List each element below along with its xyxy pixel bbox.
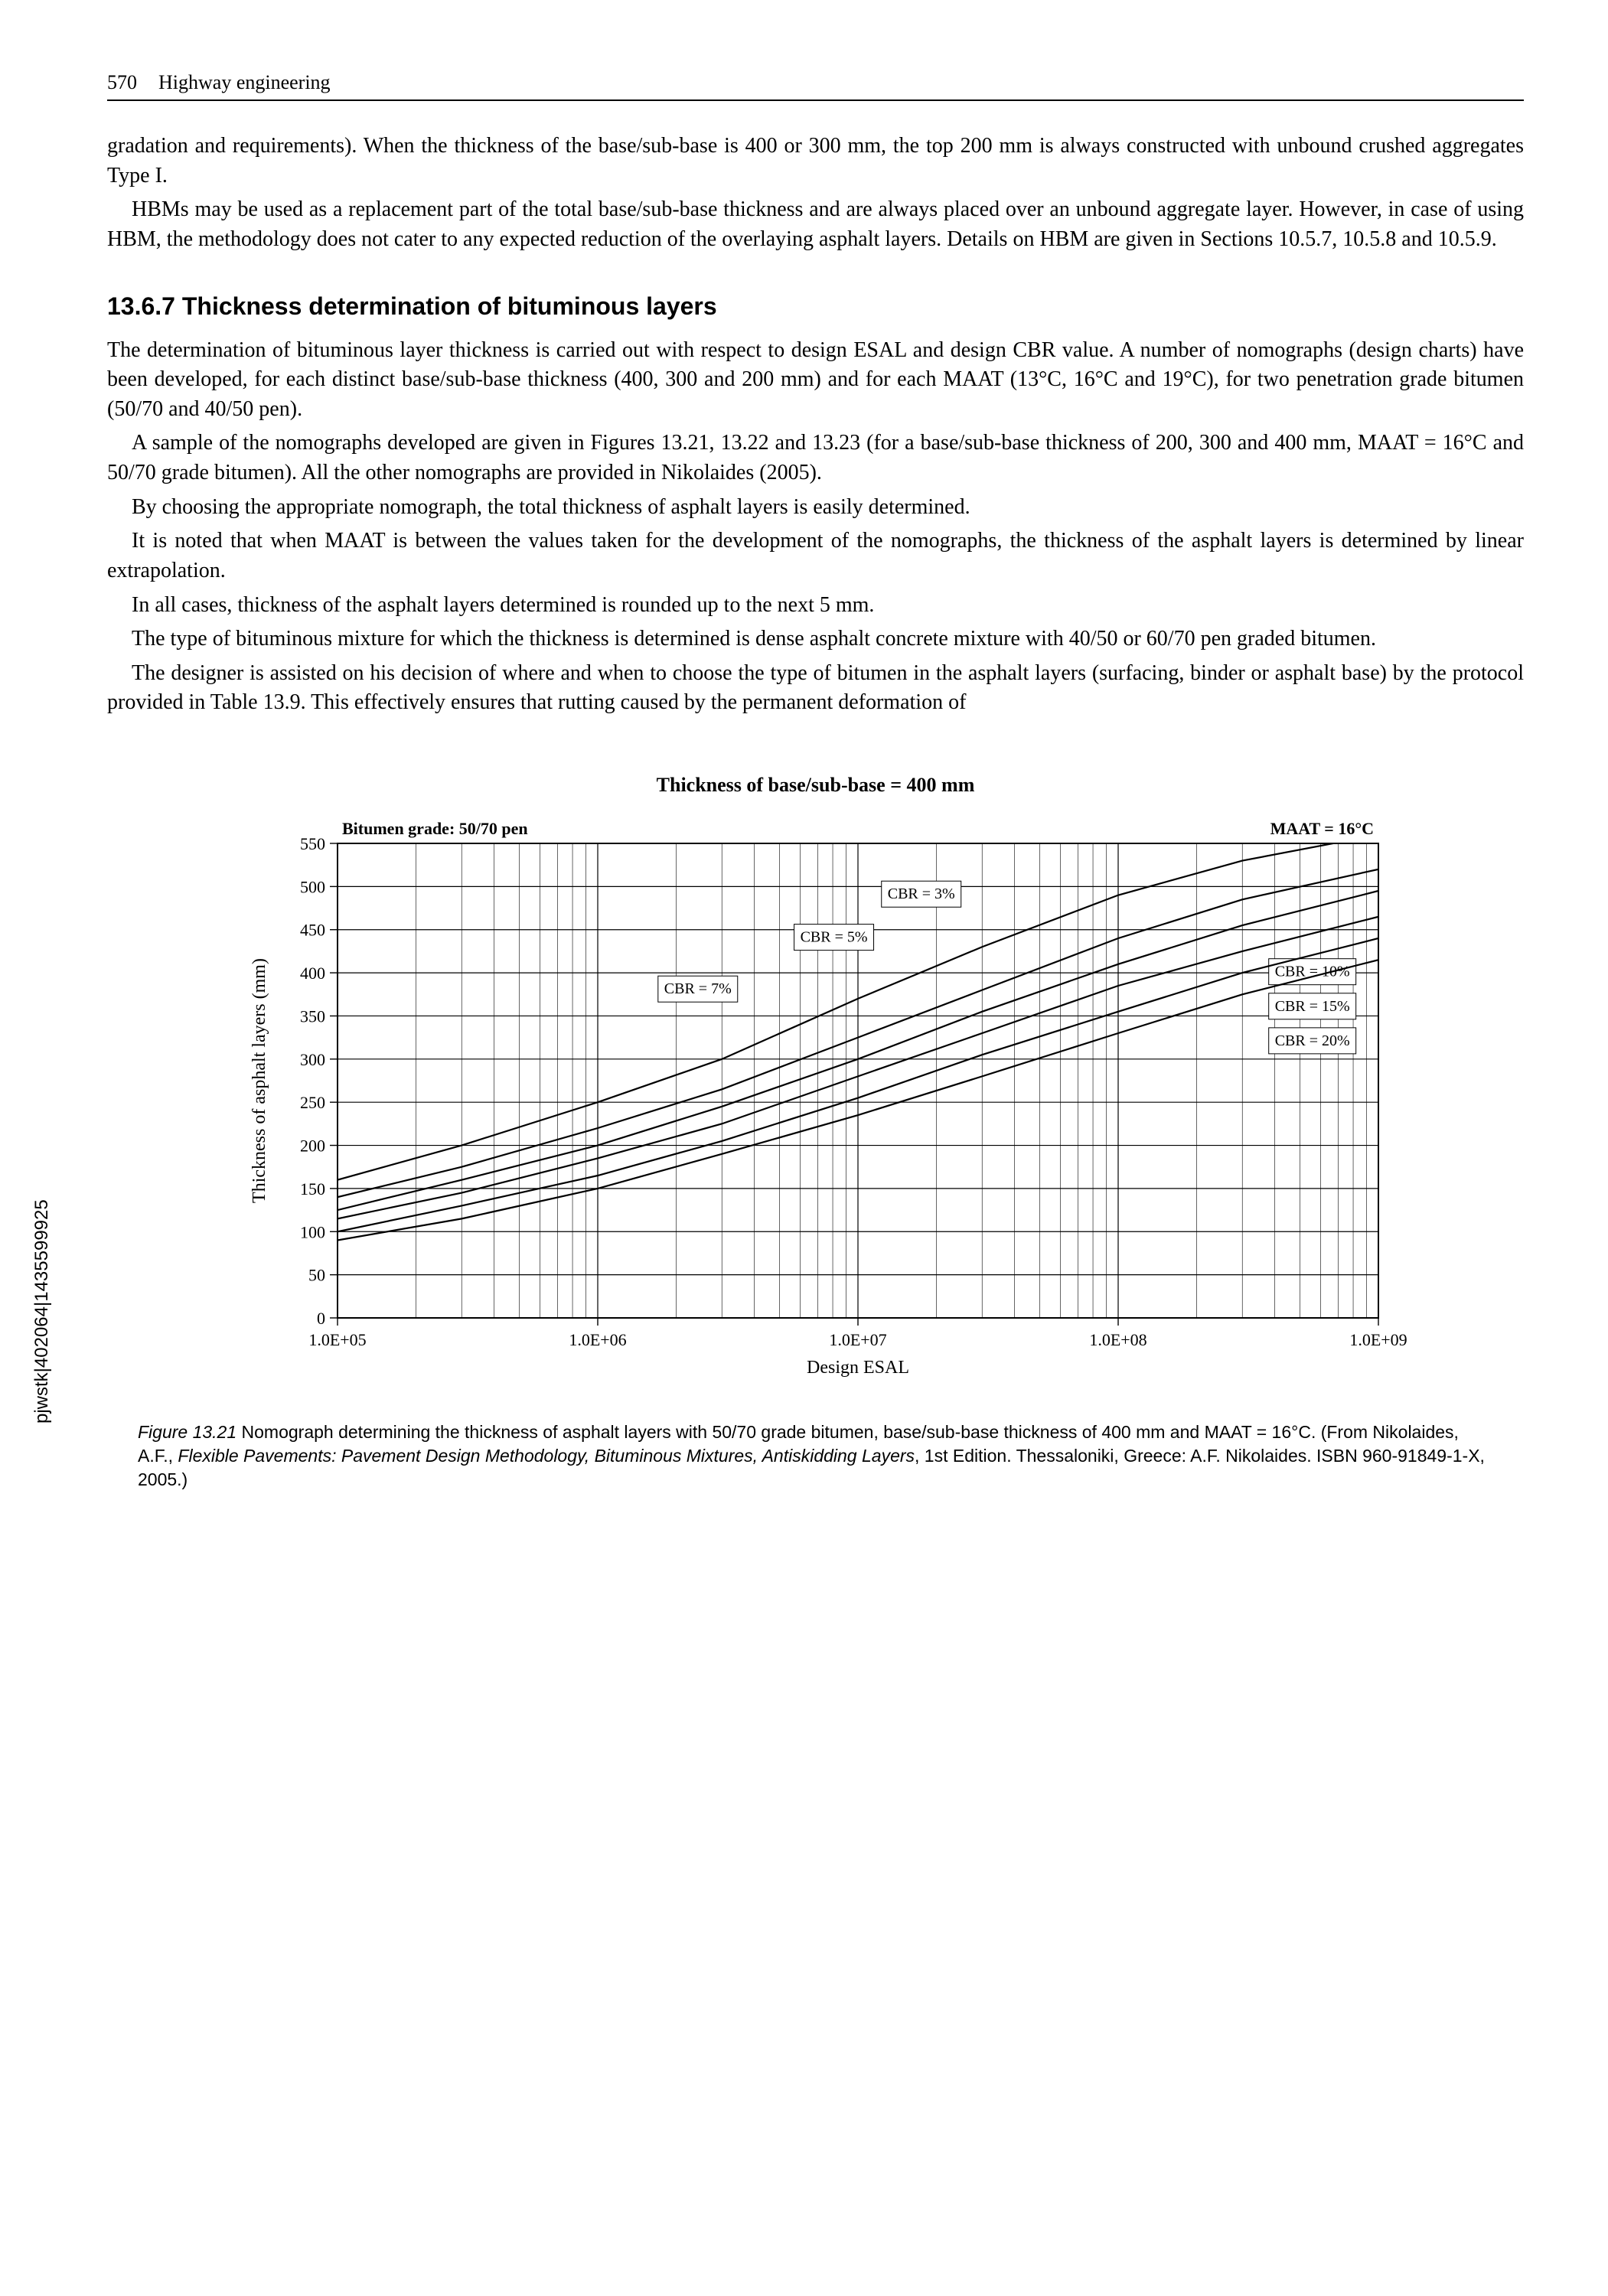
svg-text:1.0E+07: 1.0E+07	[829, 1330, 886, 1349]
figure-container: Thickness of base/sub-base = 400 mm 0 50 1…	[107, 771, 1524, 1492]
svg-text:0: 0	[317, 1309, 325, 1328]
side-watermark: pjwstk|402064|1435599925	[29, 1199, 54, 1424]
svg-text:550: 550	[300, 834, 325, 853]
body-paragraph: HBMs may be used as a replacement part o…	[107, 195, 1524, 254]
svg-text:CBR = 10%: CBR = 10%	[1274, 964, 1349, 980]
svg-text:450: 450	[300, 921, 325, 940]
svg-text:100: 100	[300, 1222, 325, 1241]
svg-text:CBR = 3%: CBR = 3%	[887, 885, 954, 902]
body-paragraph: It is noted that when MAAT is between th…	[107, 527, 1524, 585]
body-paragraph: The designer is assisted on his decision…	[107, 659, 1524, 718]
svg-text:CBR = 20%: CBR = 20%	[1274, 1032, 1349, 1049]
section-heading: 13.6.7 Thickness determination of bitumi…	[107, 289, 1524, 323]
svg-text:300: 300	[300, 1050, 325, 1069]
svg-text:MAAT = 16°C: MAAT = 16°C	[1270, 819, 1373, 838]
svg-text:1.0E+09: 1.0E+09	[1349, 1330, 1407, 1349]
svg-text:250: 250	[300, 1093, 325, 1112]
svg-text:1.0E+08: 1.0E+08	[1089, 1330, 1146, 1349]
running-header: 570 Highway engineering	[107, 69, 1524, 96]
svg-text:CBR = 15%: CBR = 15%	[1274, 998, 1349, 1015]
figure-number: Figure 13.21	[138, 1422, 236, 1442]
svg-text:CBR = 5%: CBR = 5%	[800, 929, 867, 946]
body-paragraph: The determination of bituminous layer th…	[107, 336, 1524, 425]
caption-italic: Flexible Pavements: Pavement Design Meth…	[178, 1446, 915, 1466]
body-paragraph: gradation and requirements). When the th…	[107, 132, 1524, 191]
running-title: Highway engineering	[158, 69, 331, 96]
svg-text:200: 200	[300, 1136, 325, 1155]
header-rule	[107, 99, 1524, 101]
body-paragraph: By choosing the appropriate nomograph, t…	[107, 493, 1524, 523]
svg-text:400: 400	[300, 964, 325, 983]
figure-caption: Figure 13.21 Nomograph determining the t…	[138, 1420, 1493, 1492]
svg-text:500: 500	[300, 877, 325, 896]
svg-text:50: 50	[308, 1266, 325, 1285]
svg-text:Thickness of asphalt layers (m: Thickness of asphalt layers (mm)	[250, 958, 269, 1203]
svg-text:Bitumen grade: 50/70 pen: Bitumen grade: 50/70 pen	[342, 819, 528, 838]
svg-text:CBR = 7%: CBR = 7%	[664, 980, 731, 997]
svg-text:1.0E+06: 1.0E+06	[569, 1330, 626, 1349]
body-paragraph: The type of bituminous mixture for which…	[107, 625, 1524, 654]
svg-text:Design ESAL: Design ESAL	[807, 1358, 909, 1378]
nomograph-chart: 0 50 100 150 200 250 300 350 400 450 500 550 1.0E+05…	[223, 813, 1409, 1387]
figure-super-title: Thickness of base/sub-base = 400 mm	[107, 771, 1524, 799]
svg-text:350: 350	[300, 1006, 325, 1026]
body-paragraph: In all cases, thickness of the asphalt l…	[107, 591, 1524, 621]
page-number: 570	[107, 69, 137, 96]
svg-text:150: 150	[300, 1179, 325, 1199]
svg-text:1.0E+05: 1.0E+05	[308, 1330, 366, 1349]
body-paragraph: A sample of the nomographs developed are…	[107, 429, 1524, 488]
